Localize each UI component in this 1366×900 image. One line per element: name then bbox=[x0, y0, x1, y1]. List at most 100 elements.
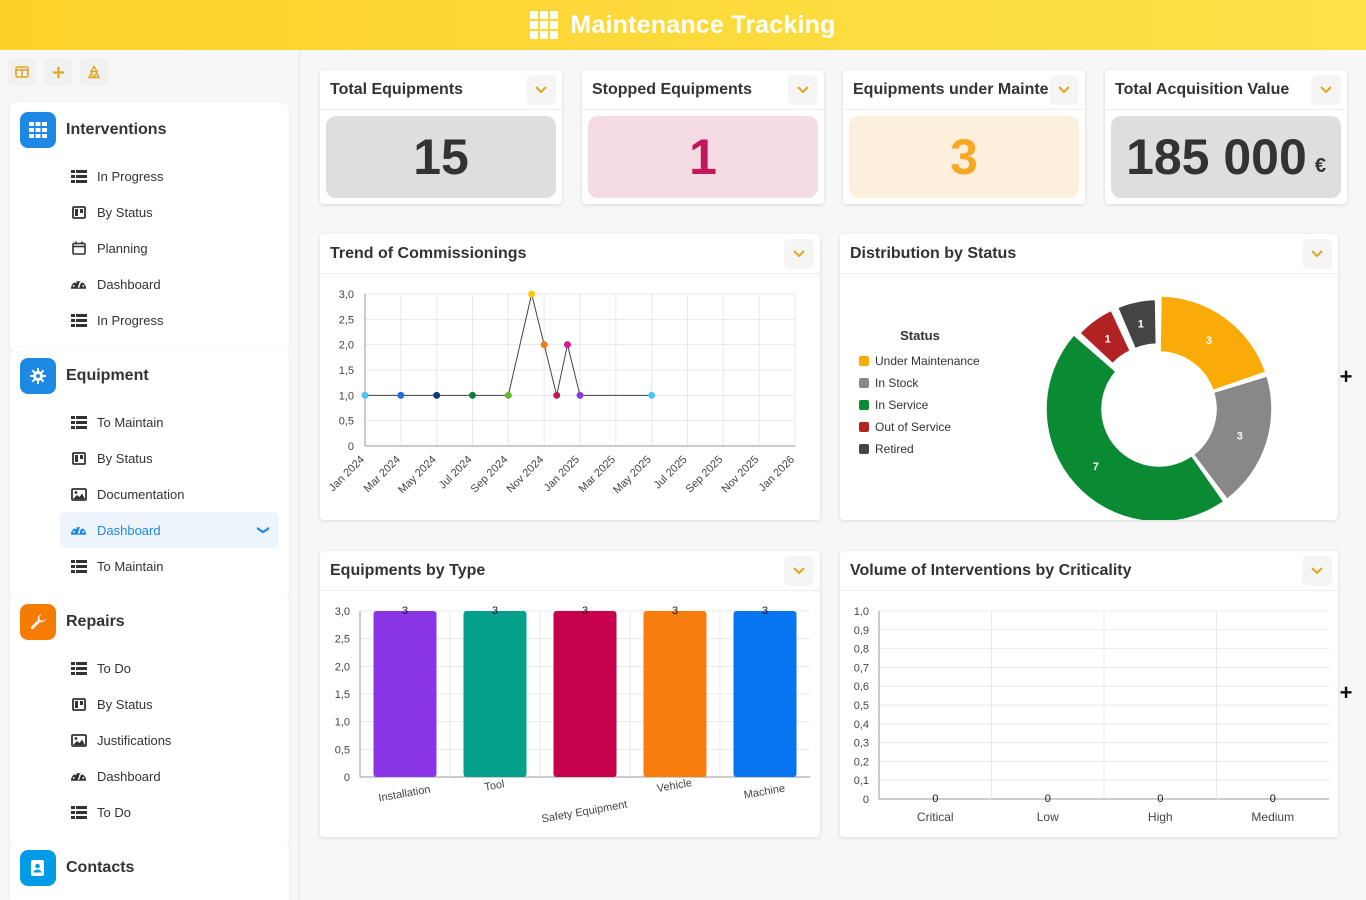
sidebar-item-label: To Maintain bbox=[97, 558, 164, 574]
list-icon bbox=[70, 415, 87, 429]
x-tick-label: Sep 2025 bbox=[684, 454, 726, 496]
sidebar-item-label: Dashboard bbox=[97, 768, 161, 784]
x-tick-label: Jan 2025 bbox=[542, 454, 582, 494]
donut-slice[interactable] bbox=[1159, 295, 1267, 392]
y-tick-label: 3,0 bbox=[335, 606, 350, 618]
bar[interactable] bbox=[373, 611, 437, 777]
sidebar-item-by-status[interactable]: By Status bbox=[10, 440, 289, 476]
chevron-down-icon[interactable] bbox=[1311, 75, 1341, 105]
donut-slice[interactable] bbox=[1192, 375, 1273, 501]
x-tick-label: May 2024 bbox=[396, 454, 439, 497]
sidebar-item-to-do[interactable]: To Do bbox=[10, 650, 289, 686]
sidebar-item-label: Documentation bbox=[97, 486, 185, 502]
gear-icon bbox=[20, 358, 56, 394]
kpi-value-box: 15 bbox=[326, 116, 556, 198]
sidebar-item-in-progress[interactable]: In Progress bbox=[10, 158, 289, 194]
trend-chart-card: Trend of Commissionings 0 0,5 1,0 1,5 2,0 2,5… bbox=[320, 234, 820, 520]
sidebar-item-to-maintain[interactable]: To Maintain bbox=[10, 404, 289, 440]
legend-label: Under Maintenance bbox=[875, 354, 980, 368]
sidebar-item-planning[interactable]: Planning bbox=[10, 230, 289, 266]
donut-slice[interactable] bbox=[1078, 309, 1132, 365]
y-tick-label: 0,6 bbox=[854, 681, 869, 693]
add-widget-icon[interactable]: + bbox=[1339, 364, 1353, 389]
nav-group-title: Repairs bbox=[66, 613, 125, 630]
add-widget-icon[interactable]: + bbox=[1339, 680, 1353, 705]
sidebar-item-in-progress[interactable]: In Progress bbox=[10, 302, 289, 338]
chevron-down-icon[interactable] bbox=[1302, 239, 1332, 269]
chevron-down-icon[interactable] bbox=[784, 556, 814, 586]
list-icon bbox=[70, 805, 87, 819]
data-point[interactable] bbox=[361, 391, 369, 399]
donut-slice[interactable] bbox=[1116, 298, 1158, 350]
y-tick-label: 2,0 bbox=[339, 340, 354, 352]
data-point[interactable] bbox=[553, 391, 561, 399]
legend-swatch bbox=[859, 422, 869, 432]
kpi-value-box: 3 bbox=[849, 116, 1079, 198]
gauge-icon bbox=[70, 523, 87, 537]
sidebar-item-by-status[interactable]: By Status bbox=[10, 686, 289, 722]
kpi-value: 3 bbox=[950, 129, 978, 185]
sidebar-item-label: Dashboard bbox=[97, 276, 161, 292]
sidebar-item-to-do[interactable]: To Do bbox=[10, 794, 289, 830]
bar[interactable] bbox=[553, 611, 617, 777]
slice-value-label: 3 bbox=[1237, 430, 1243, 442]
data-point[interactable] bbox=[528, 290, 536, 298]
chevron-down-icon[interactable] bbox=[1049, 75, 1079, 105]
data-point[interactable] bbox=[469, 391, 476, 399]
legend-swatch bbox=[859, 378, 869, 388]
y-tick-label: 0,3 bbox=[854, 738, 869, 750]
wrench-icon bbox=[20, 604, 56, 640]
y-tick-label: 0 bbox=[863, 794, 869, 806]
nav-group-header[interactable]: Equipment bbox=[10, 348, 289, 404]
bar[interactable] bbox=[643, 611, 707, 777]
recycle-icon[interactable] bbox=[80, 58, 108, 86]
bar[interactable] bbox=[733, 611, 797, 777]
gauge-icon bbox=[70, 277, 87, 291]
slice-value-label: 7 bbox=[1093, 461, 1099, 473]
slice-value-label: 1 bbox=[1138, 319, 1144, 331]
nav-group-header[interactable]: Repairs bbox=[10, 594, 289, 650]
bar[interactable] bbox=[463, 611, 527, 777]
type-bar-chart: 0 0,5 1,0 1,5 2,0 2,5 3,0 3 Installation 3 Tool 3 Sa… bbox=[335, 605, 810, 825]
nav-group-header[interactable]: Contacts bbox=[10, 840, 289, 896]
app-title: Maintenance Tracking bbox=[570, 10, 836, 39]
gauge-icon bbox=[70, 769, 87, 783]
sidebar-item-dashboard[interactable]: Dashboard bbox=[10, 758, 289, 794]
chevron-down-icon[interactable] bbox=[526, 75, 556, 105]
chevron-down-icon[interactable]: ❯ bbox=[256, 524, 271, 536]
kpi-title: Stopped Equipments bbox=[592, 80, 752, 98]
data-point[interactable] bbox=[576, 391, 584, 399]
sidebar-item-justifications[interactable]: Justifications bbox=[10, 722, 289, 758]
y-tick-label: 1,0 bbox=[854, 606, 869, 618]
add-icon[interactable] bbox=[44, 58, 72, 86]
data-point[interactable] bbox=[397, 391, 405, 399]
data-point[interactable] bbox=[563, 341, 571, 349]
x-tick-label: May 2025 bbox=[611, 454, 654, 497]
criticality-chart-title: Volume of Interventions by Criticality bbox=[850, 561, 1132, 579]
layout-icon[interactable] bbox=[8, 58, 36, 86]
sidebar-item-dashboard[interactable]: Dashboard ❯ bbox=[60, 512, 279, 548]
data-point[interactable] bbox=[504, 391, 512, 399]
nav-group-header[interactable]: Interventions bbox=[10, 102, 289, 158]
kpi-title: Equipments under Mainte bbox=[853, 80, 1049, 98]
y-tick-label: 0,5 bbox=[339, 416, 354, 428]
y-tick-label: 0,5 bbox=[335, 744, 350, 756]
data-point[interactable] bbox=[433, 391, 441, 399]
data-point[interactable] bbox=[540, 341, 548, 349]
sidebar-item-by-status[interactable]: By Status bbox=[10, 194, 289, 230]
data-point[interactable] bbox=[648, 391, 656, 399]
chevron-down-icon[interactable] bbox=[788, 75, 818, 105]
sidebar-item-to-maintain[interactable]: To Maintain bbox=[10, 548, 289, 584]
chevron-down-icon[interactable] bbox=[1302, 556, 1332, 586]
sidebar-item-documentation[interactable]: Documentation bbox=[10, 476, 289, 512]
x-tick-label: Nov 2025 bbox=[720, 454, 762, 496]
x-tick-label: Low bbox=[1037, 810, 1059, 824]
status-chart-card: Distribution by Status Status Under Maint… bbox=[840, 234, 1338, 523]
x-tick-label: Tool bbox=[483, 778, 505, 793]
grid-icon bbox=[20, 112, 56, 148]
y-tick-label: 1,5 bbox=[339, 365, 354, 377]
chevron-down-icon[interactable] bbox=[784, 239, 814, 269]
donut-slice[interactable] bbox=[1045, 333, 1225, 523]
nav-group-equipment: Equipment To Maintain By Status Documentati… bbox=[10, 348, 289, 600]
sidebar-item-dashboard[interactable]: Dashboard bbox=[10, 266, 289, 302]
